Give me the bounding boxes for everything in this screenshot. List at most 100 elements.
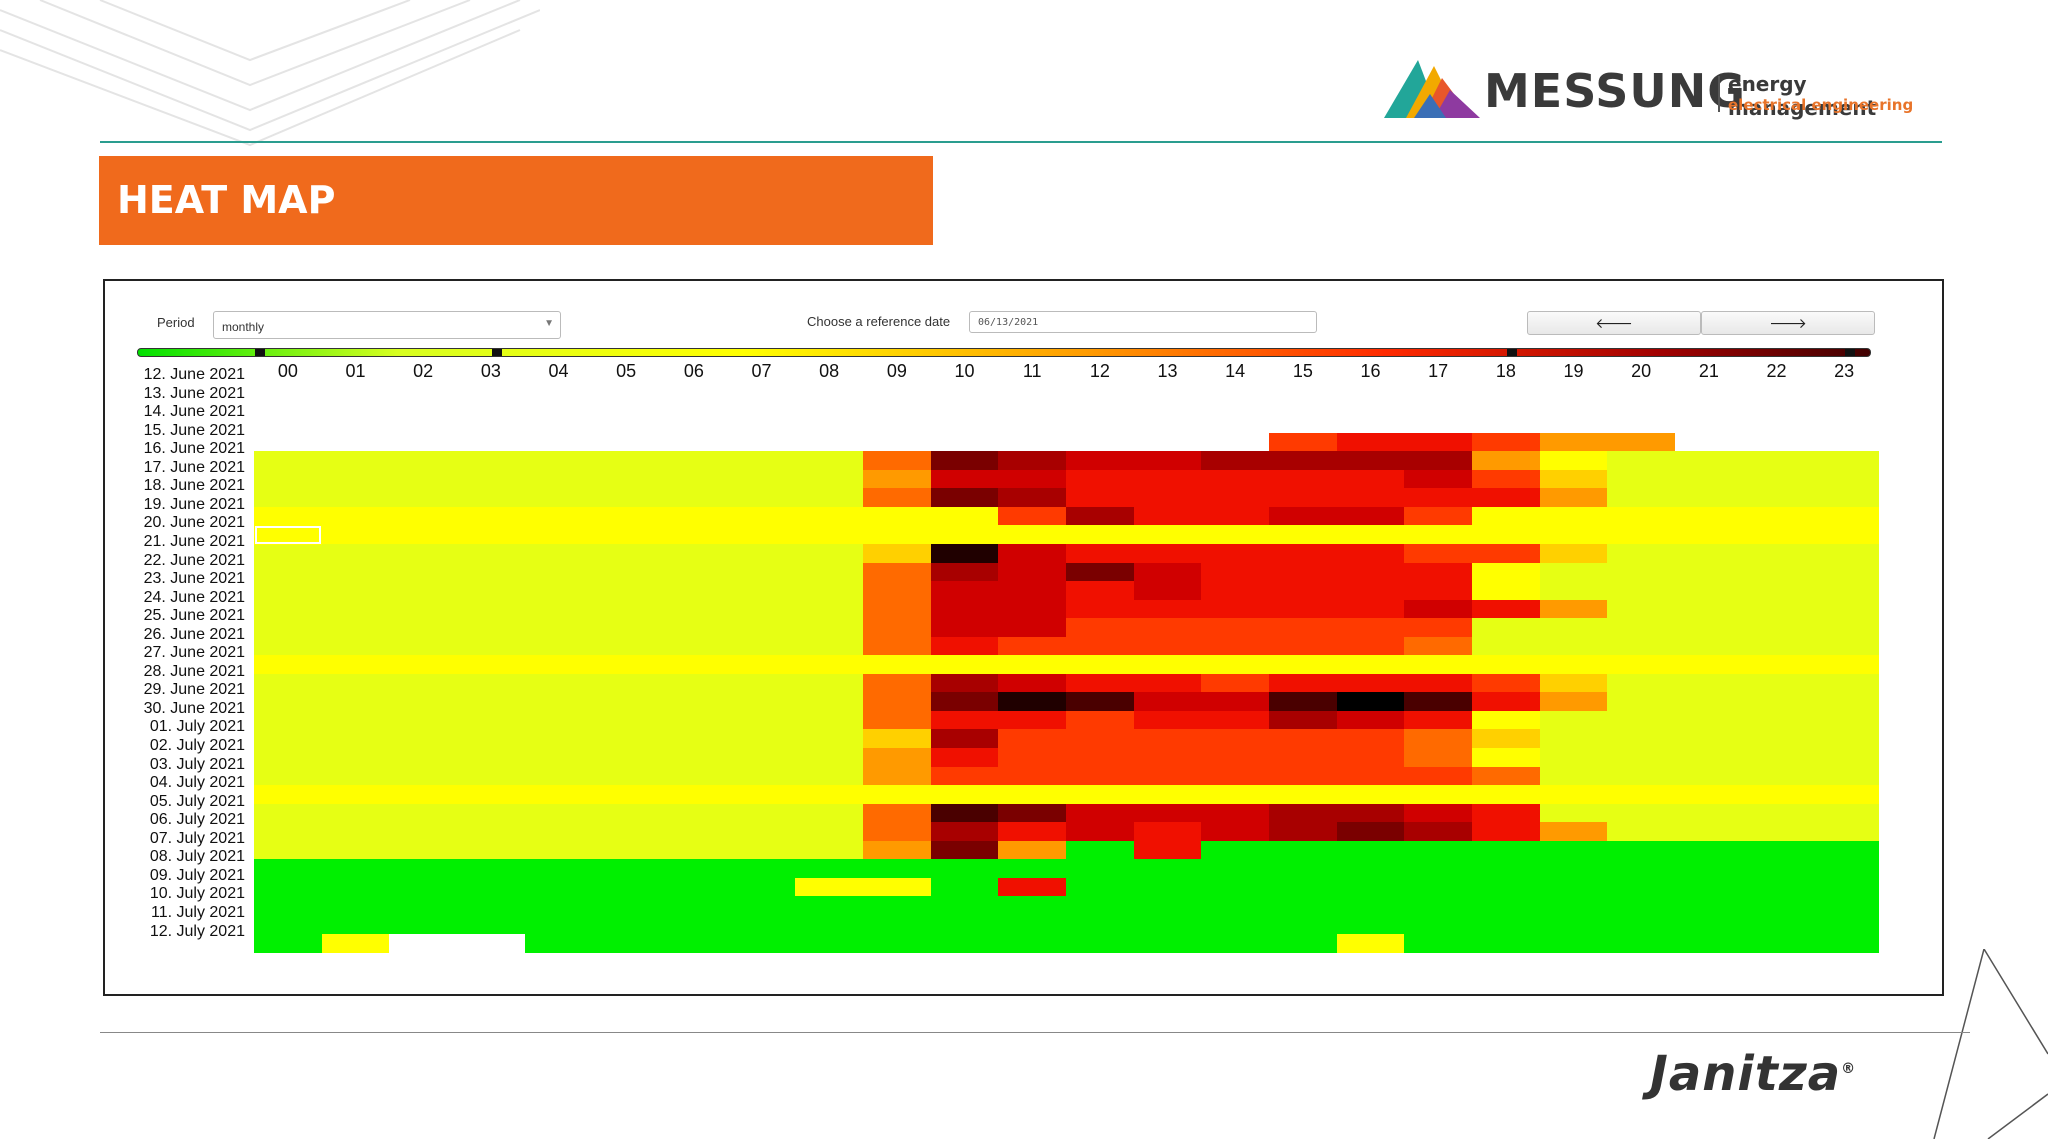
heatmap-cell[interactable] (389, 432, 458, 452)
heatmap-cell[interactable] (1675, 525, 1744, 545)
heatmap-cell[interactable] (1742, 859, 1811, 879)
heatmap-cell[interactable] (727, 877, 796, 897)
heatmap-cell[interactable] (863, 581, 932, 601)
heatmap-cell[interactable] (1201, 636, 1270, 656)
heatmap-cell[interactable] (254, 840, 323, 860)
heatmap-cell[interactable] (1810, 377, 1879, 397)
heatmap-cell[interactable] (727, 469, 796, 489)
heatmap-cell[interactable] (1539, 377, 1608, 397)
heatmap-cell[interactable] (1201, 655, 1270, 675)
heatmap-cell[interactable] (457, 859, 526, 879)
heatmap-cell[interactable] (254, 506, 323, 526)
heatmap-cell[interactable] (1066, 451, 1135, 471)
heatmap-cell[interactable] (1269, 877, 1338, 897)
heatmap-cell[interactable] (1133, 525, 1202, 545)
heatmap-cell[interactable] (795, 673, 864, 693)
heatmap-cell[interactable] (457, 488, 526, 508)
heatmap-cell[interactable] (1269, 914, 1338, 935)
heatmap-cell[interactable] (457, 525, 526, 545)
heatmap-cell[interactable] (1472, 729, 1541, 749)
heatmap-cell[interactable] (1133, 840, 1202, 860)
heatmap-cell[interactable] (1404, 785, 1473, 805)
heatmap-cell[interactable] (660, 710, 729, 731)
heatmap-cell[interactable] (863, 655, 932, 675)
heatmap-cell[interactable] (592, 748, 661, 768)
heatmap-cell[interactable] (524, 673, 593, 693)
heatmap-cell[interactable] (389, 414, 458, 434)
heatmap-cell[interactable] (1742, 766, 1811, 786)
heatmap-cell[interactable] (1742, 618, 1811, 638)
heatmap-cell[interactable] (930, 803, 999, 823)
heatmap-cell[interactable] (998, 377, 1067, 397)
heatmap-cell[interactable] (524, 432, 593, 452)
heatmap-cell[interactable] (1742, 896, 1811, 916)
heatmap-cell[interactable] (524, 859, 593, 879)
heatmap-cell[interactable] (254, 562, 323, 582)
heatmap-cell[interactable] (592, 729, 661, 749)
heatmap-cell[interactable] (1675, 562, 1744, 582)
heatmap-cell[interactable] (1201, 673, 1270, 693)
heatmap-cell[interactable] (524, 840, 593, 860)
heatmap-cell[interactable] (930, 543, 999, 564)
heatmap-cell[interactable] (1539, 581, 1608, 601)
heatmap-cell[interactable] (727, 729, 796, 749)
heatmap-cell[interactable] (727, 859, 796, 879)
heatmap-cell[interactable] (1201, 785, 1270, 805)
heatmap-cell[interactable] (1539, 451, 1608, 471)
heatmap-cell[interactable] (254, 414, 323, 434)
heatmap-cell[interactable] (998, 859, 1067, 879)
heatmap-cell[interactable] (1472, 896, 1541, 916)
heatmap-cell[interactable] (1675, 395, 1744, 415)
heatmap-cell[interactable] (1539, 618, 1608, 638)
heatmap-cell[interactable] (1269, 822, 1338, 842)
heatmap-cell[interactable] (1133, 506, 1202, 526)
heatmap-cell[interactable] (1133, 710, 1202, 731)
heatmap-cell[interactable] (1539, 748, 1608, 768)
heatmap-cell[interactable] (1472, 655, 1541, 675)
heatmap-cell[interactable] (660, 914, 729, 935)
heatmap-cell[interactable] (1066, 377, 1135, 397)
heatmap-cell[interactable] (1336, 822, 1405, 842)
heatmap-cell[interactable] (592, 877, 661, 897)
heatmap-cell[interactable] (1404, 543, 1473, 564)
heatmap-cell[interactable] (1269, 506, 1338, 526)
heatmap-cell[interactable] (727, 618, 796, 638)
heatmap-cell[interactable] (1269, 840, 1338, 860)
heatmap-cell[interactable] (1742, 822, 1811, 842)
heatmap-cell[interactable] (254, 581, 323, 601)
heatmap-cell[interactable] (1336, 859, 1405, 879)
heatmap-cell[interactable] (1539, 655, 1608, 675)
heatmap-cell[interactable] (660, 543, 729, 564)
heatmap-cell[interactable] (1404, 766, 1473, 786)
heatmap-cell[interactable] (321, 673, 390, 693)
heatmap-cell[interactable] (1539, 840, 1608, 860)
heatmap-cell[interactable] (1607, 488, 1676, 508)
heatmap-cell[interactable] (1133, 785, 1202, 805)
heatmap-cell[interactable] (1336, 543, 1405, 564)
heatmap-cell[interactable] (321, 729, 390, 749)
heatmap-cell[interactable] (321, 914, 390, 935)
heatmap-cell[interactable] (1539, 432, 1608, 452)
heatmap-cell[interactable] (1539, 877, 1608, 897)
heatmap-cell[interactable] (863, 710, 932, 731)
heatmap-cell[interactable] (1742, 395, 1811, 415)
heatmap-cell[interactable] (1201, 377, 1270, 397)
heatmap-cell[interactable] (1472, 432, 1541, 452)
heatmap-cell[interactable] (1133, 822, 1202, 842)
heatmap-cell[interactable] (1404, 914, 1473, 935)
heatmap-cell[interactable] (457, 710, 526, 731)
heatmap-cell[interactable] (1269, 562, 1338, 582)
heatmap-cell[interactable] (321, 822, 390, 842)
heatmap-cell[interactable] (457, 896, 526, 916)
heatmap-cell[interactable] (795, 933, 864, 953)
heatmap-cell[interactable] (930, 469, 999, 489)
heatmap-cell[interactable] (863, 618, 932, 638)
heatmap-cell[interactable] (1742, 562, 1811, 582)
heatmap-cell[interactable] (660, 395, 729, 415)
heatmap-cell[interactable] (1133, 877, 1202, 897)
heatmap-cell[interactable] (1336, 673, 1405, 693)
heatmap-cell[interactable] (254, 822, 323, 842)
heatmap-cell[interactable] (998, 655, 1067, 675)
scale-handle[interactable] (1845, 349, 1856, 356)
heatmap-cell[interactable] (457, 618, 526, 638)
